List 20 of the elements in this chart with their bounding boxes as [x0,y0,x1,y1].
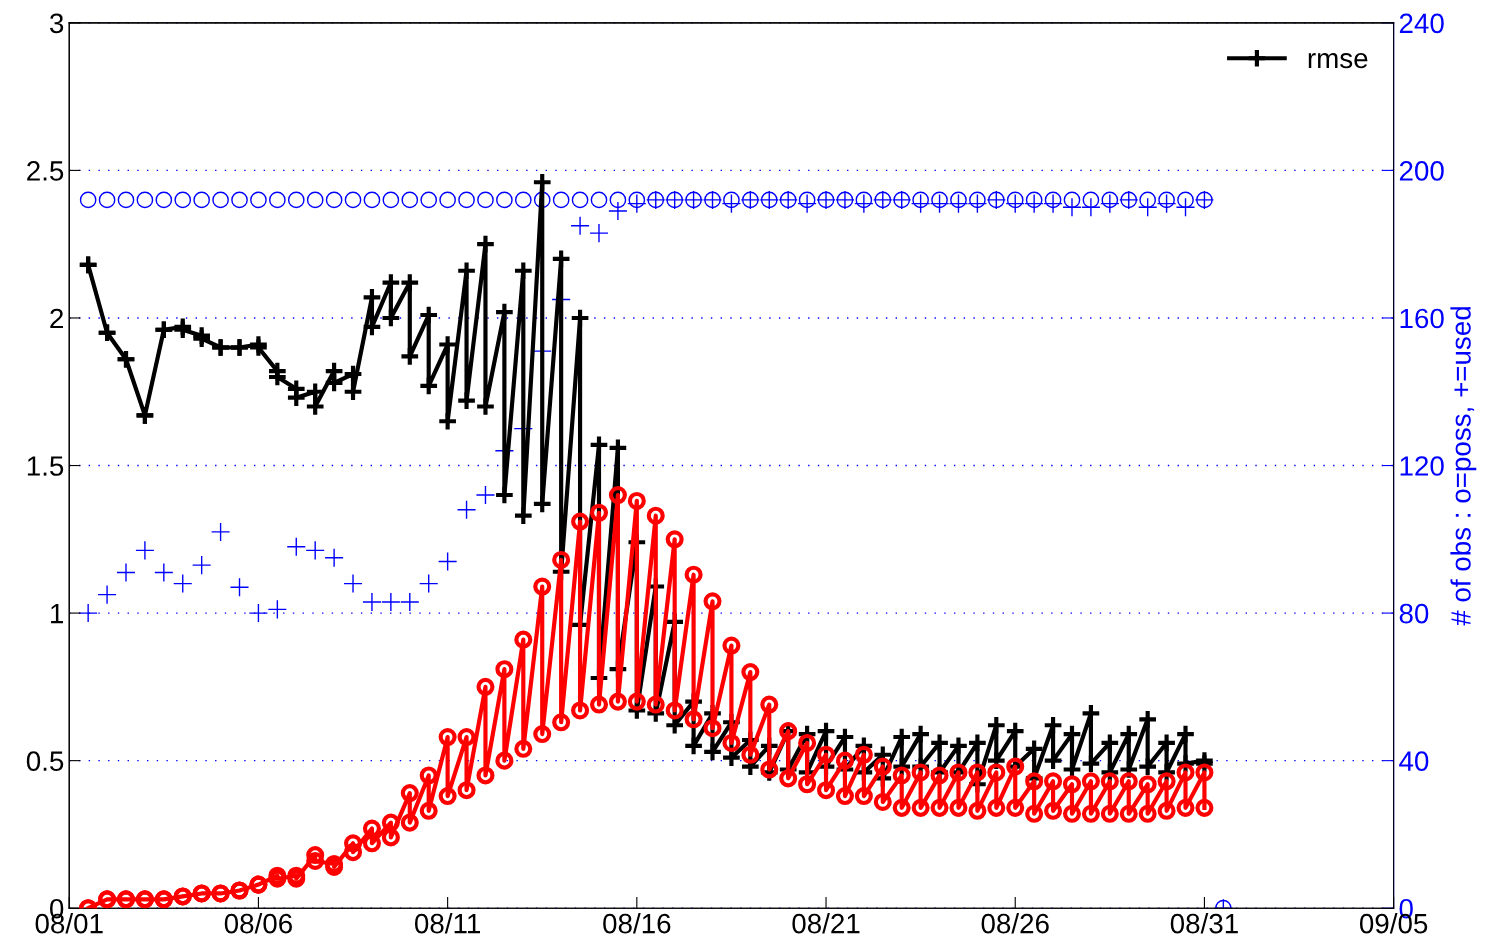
legend-label: rmse [1308,53,1368,69]
y-tick-label: 2.5 [27,161,64,181]
x-tick-label: 08/11 [414,913,481,934]
y-tick-label: 1.5 [27,456,64,476]
y-tick-label: 2 [50,308,63,329]
y2-tick-label: 120 [1400,456,1444,476]
y-tick-label: 3 [49,13,64,34]
y2-tick-label: 40 [1399,751,1429,771]
y2-axis-title: # of obs : o=poss, +=used [1450,307,1477,626]
x-tick-label: 08/06 [224,913,292,934]
x-tick-label: 08/31 [1170,913,1238,934]
x-tick-label: 08/16 [603,913,671,934]
x-tick-label: 08/21 [792,913,860,934]
y-tick-label: 1 [51,604,64,624]
y2-tick-label: 80 [1399,603,1429,624]
y2-tick-label: 240 [1399,13,1444,34]
x-tick-label: 08/26 [981,913,1049,934]
y-tick-label: 0.5 [26,751,64,771]
y2-tick-label: 200 [1399,161,1444,181]
y2-tick-label: 160 [1400,308,1444,329]
